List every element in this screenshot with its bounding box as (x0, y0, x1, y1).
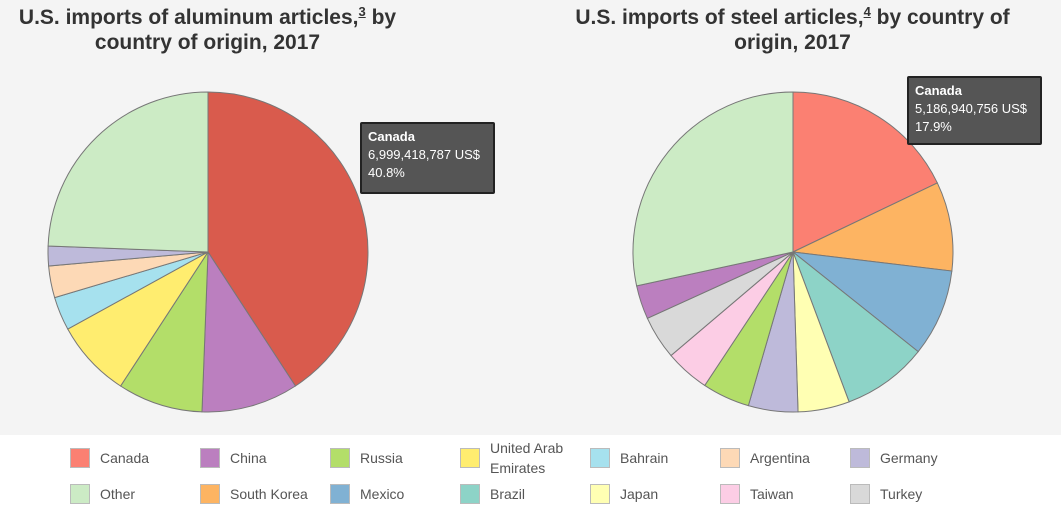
legend-item-russia[interactable]: Russia (330, 442, 403, 474)
tooltip-country: Canada (915, 83, 962, 98)
aluminum-tooltip: Canada 6,999,418,787 US$ 40.8% (360, 122, 495, 194)
legend-item-united-arab-emirates[interactable]: United Arab Emirates (460, 440, 575, 476)
legend-swatch (200, 448, 220, 468)
legend-label: Russia (360, 450, 403, 466)
legend-item-japan[interactable]: Japan (590, 478, 658, 510)
tooltip-value: 5,186,940,756 US$ (915, 101, 1028, 116)
legend-swatch (590, 448, 610, 468)
aluminum-pie (47, 91, 369, 413)
legend-label: China (230, 450, 267, 466)
steel-slice-other[interactable] (632, 91, 794, 287)
legend-label: Argentina (750, 450, 810, 466)
legend-item-taiwan[interactable]: Taiwan (720, 478, 794, 510)
legend-swatch (850, 484, 870, 504)
steel-slice-south-korea[interactable] (791, 182, 954, 272)
legend-label: South Korea (230, 486, 308, 502)
legend-item-germany[interactable]: Germany (850, 442, 938, 474)
aluminum-title-suffix: by country of origin, 2017 (94, 6, 397, 54)
legend-item-china[interactable]: China (200, 442, 267, 474)
legend-label: Germany (880, 450, 938, 466)
legend-item-brazil[interactable]: Brazil (460, 478, 525, 510)
legend-swatch (720, 484, 740, 504)
steel-pie (632, 91, 954, 413)
legend-swatch (460, 448, 480, 468)
legend-label: Mexico (360, 486, 405, 502)
tooltip-value: 6,999,418,787 US$ (368, 147, 481, 162)
aluminum-title-text: U.S. imports of aluminum articles, (18, 6, 359, 29)
legend-label: Brazil (490, 486, 526, 502)
steel-slice-mexico[interactable] (791, 251, 953, 353)
legend-item-argentina[interactable]: Argentina (720, 442, 810, 474)
legend-item-bahrain[interactable]: Bahrain (590, 442, 668, 474)
legend: Canada China Russia United Arab Emirates Bah… (60, 437, 938, 515)
legend-swatch (200, 484, 220, 504)
legend-item-south-korea[interactable]: South Korea (200, 478, 308, 510)
legend-label: Turkey (880, 486, 923, 502)
steel-title-text: U.S. imports of steel articles, (575, 6, 864, 29)
legend-item-mexico[interactable]: Mexico (330, 478, 404, 510)
legend-label: Bahrain (620, 450, 669, 466)
steel-tooltip: Canada 5,186,940,756 US$ 17.9% (907, 76, 1042, 145)
steel-chart-title: U.S. imports of steel articles,4 by coun… (570, 5, 1015, 55)
aluminum-slice-russia[interactable] (119, 250, 209, 413)
legend-item-turkey[interactable]: Turkey (850, 478, 922, 510)
tooltip-percent: 40.8% (368, 165, 405, 180)
steel-footnote-link[interactable]: 4 (863, 4, 871, 19)
legend-swatch (590, 484, 610, 504)
legend-swatch (330, 448, 350, 468)
legend-swatch (720, 448, 740, 468)
aluminum-chart-title: U.S. imports of aluminum articles,3 by c… (0, 5, 415, 55)
tooltip-percent: 17.9% (915, 119, 952, 134)
aluminum-slice-china[interactable] (201, 250, 297, 413)
legend-label: Japan (620, 486, 659, 502)
legend-label: Taiwan (750, 486, 794, 502)
legend-item-canada[interactable]: Canada (70, 442, 149, 474)
aluminum-slice-other[interactable] (47, 91, 209, 253)
legend-swatch (330, 484, 350, 504)
legend-label: Other (100, 486, 136, 502)
tooltip-country: Canada (368, 129, 415, 144)
legend-swatch (850, 448, 870, 468)
aluminum-footnote-link[interactable]: 3 (358, 4, 366, 19)
legend-label: United Arab Emirates (490, 440, 564, 476)
legend-swatch (70, 484, 90, 504)
legend-item-other[interactable]: Other (70, 478, 135, 510)
steel-slice-canada[interactable] (792, 91, 939, 253)
legend-swatch (460, 484, 480, 504)
steel-slice-brazil[interactable] (791, 250, 919, 403)
steel-title-suffix: by country of origin, 2017 (734, 6, 1010, 54)
legend-swatch (70, 448, 90, 468)
legend-label: Canada (100, 450, 150, 466)
